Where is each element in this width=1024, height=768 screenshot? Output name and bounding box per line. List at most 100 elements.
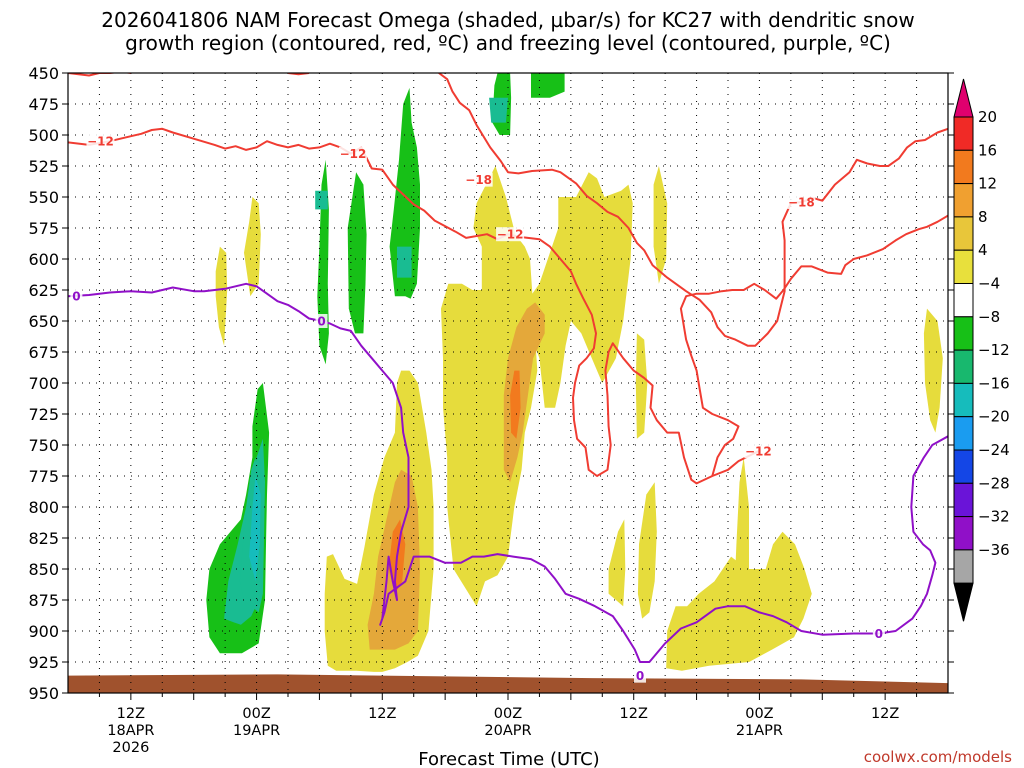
y-tick-label-900: 900 — [28, 622, 59, 641]
y-tick-label-800: 800 — [28, 498, 59, 517]
colorbar-label-11: −28 — [978, 474, 1010, 492]
colorbar-label-6: −8 — [978, 308, 1000, 326]
y-tick-label-925: 925 — [28, 653, 59, 672]
purple-contour-label: 0 — [875, 627, 883, 641]
red-label-bg-3-0 — [464, 172, 493, 187]
purple-label-bg-0-0 — [70, 289, 83, 304]
omega-region-26 — [315, 190, 328, 210]
x-tick-label-0-0: 12Z — [117, 706, 145, 722]
omega-region-12 — [635, 333, 648, 439]
omega-region-19 — [503, 302, 545, 483]
omega-region-6 — [531, 73, 565, 98]
colorbar-label-8: −16 — [978, 374, 1010, 392]
y-tick-label-950: 950 — [28, 684, 59, 703]
omega-region-29 — [489, 97, 508, 123]
colorbar-label-9: −20 — [978, 408, 1010, 426]
red-contour-label: −12 — [87, 135, 114, 149]
x-tick-label-1-1: 19APR — [233, 723, 280, 739]
x-tick-label-4-0: 12Z — [620, 706, 648, 722]
colorbar-segment-8 — [953, 349, 974, 384]
chart-title-line2: growth region (contoured, red, ºC) and f… — [125, 31, 891, 55]
purple-contour-label: 0 — [317, 315, 325, 329]
x-tick-label-5-1: 21APR — [736, 723, 783, 739]
x-tick-label-0-2: 2026 — [112, 740, 149, 756]
omega-region-28 — [249, 476, 261, 582]
y-axis: 450 475 500 525 550 575 600 625 650 675 700 725 750 7… — [28, 64, 954, 703]
omega-region-17 — [734, 457, 749, 613]
omega-region-22 — [510, 370, 521, 439]
red-contour-0 — [68, 127, 759, 485]
omega-region-27 — [397, 246, 412, 278]
y-tick-label-575: 575 — [28, 219, 59, 238]
x-tick-label-6-0: 12Z — [871, 706, 899, 722]
colorbar-segment-10 — [953, 416, 974, 451]
red-contour-label: −18 — [465, 173, 492, 187]
omega-region-10 — [441, 166, 538, 607]
x-tick-label-3-0: 00Z — [494, 706, 522, 722]
red-contour-1 — [68, 73, 131, 77]
omega-region-13 — [653, 166, 668, 284]
purple-label-bg-0-2 — [634, 668, 646, 683]
colorbar-label-4: 4 — [978, 241, 988, 259]
dendritic-growth-contours — [68, 73, 948, 485]
colorbar-segment-13 — [953, 516, 974, 551]
y-tick-label-550: 550 — [28, 188, 59, 207]
freezing-level-contours — [68, 282, 948, 663]
colorbar-arrow-bottom — [953, 582, 974, 622]
x-tick-label-1-0: 00Z — [242, 706, 270, 722]
purple-label-bg-0-1 — [315, 314, 328, 328]
red-contour-4 — [679, 214, 948, 477]
red-label-bg-0-1 — [338, 146, 367, 161]
terrain-fill — [68, 674, 948, 693]
colorbar-label-2: 12 — [978, 175, 997, 193]
y-tick-label-725: 725 — [28, 405, 59, 424]
credit-text: coolwx.com/models — [864, 748, 1012, 766]
omega-region-14 — [608, 519, 626, 607]
colorbar-label-1: 16 — [978, 141, 997, 159]
omega-region-8 — [244, 197, 261, 297]
red-contour-label: −12 — [745, 445, 772, 459]
omega-region-7 — [215, 246, 228, 346]
terrain-area — [68, 674, 948, 693]
colorbar-segment-5 — [953, 249, 974, 284]
y-tick-label-675: 675 — [28, 343, 59, 362]
colorbar-label-12: −32 — [978, 508, 1010, 526]
y-tick-label-625: 625 — [28, 281, 59, 300]
y-tick-label-700: 700 — [28, 374, 59, 393]
red-label-bg-0-0 — [86, 134, 115, 149]
x-tick-label-5-0: 00Z — [745, 706, 773, 722]
colorbar-label-7: −12 — [978, 341, 1010, 359]
colorbar-label-3: 8 — [978, 208, 988, 226]
purple-contour-label: 0 — [636, 669, 644, 683]
red-contour-label: −18 — [788, 195, 815, 209]
red-label-bg-0-3 — [744, 444, 773, 459]
purple-label-bg-0-3 — [872, 626, 885, 641]
colorbar-segment-4 — [953, 216, 974, 251]
x-tick-label-0-1: 18APR — [107, 723, 154, 739]
y-tick-label-475: 475 — [28, 95, 59, 114]
omega-region-15 — [637, 482, 657, 619]
colorbar-segment-11 — [953, 449, 974, 484]
y-tick-label-750: 750 — [28, 436, 59, 455]
chart-title-line1: 2026041806 NAM Forecast Omega (shaded, µ… — [101, 8, 915, 32]
y-tick-label-875: 875 — [28, 591, 59, 610]
colorbar-label-0: 20 — [978, 108, 997, 126]
red-contour-label: −12 — [497, 228, 524, 242]
omega-region-11 — [521, 172, 633, 408]
colorbar-label-5: −4 — [978, 275, 1000, 293]
purple-contour-label: 0 — [72, 290, 80, 304]
contour-labels: −12 −12 −12 −12 −18 −18 0 0 0 0 — [70, 134, 885, 683]
y-tick-label-525: 525 — [28, 157, 59, 176]
y-tick-label-500: 500 — [28, 126, 59, 145]
colorbar-segment-12 — [953, 482, 974, 518]
omega-shading — [206, 73, 943, 672]
colorbar-segment-2 — [953, 149, 974, 185]
colorbar-segment-7 — [953, 316, 974, 351]
y-tick-label-825: 825 — [28, 529, 59, 548]
x-tick-label-3-1: 20APR — [484, 723, 531, 739]
omega-region-18 — [923, 308, 943, 433]
omega-region-2 — [317, 159, 329, 365]
y-tick-label-450: 450 — [28, 64, 59, 83]
